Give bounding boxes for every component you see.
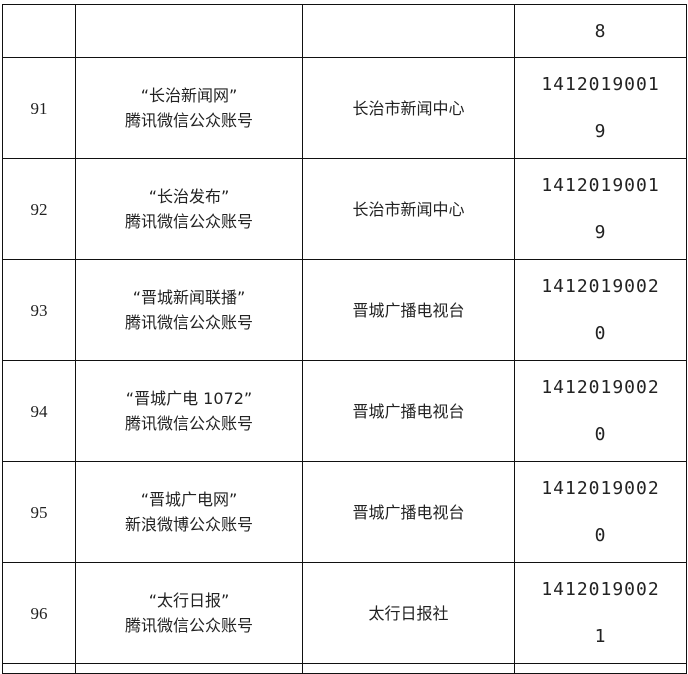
name-line2: 腾讯微信公众账号 [124, 616, 253, 635]
cell-name: “晋城广电网” 新浪微博公众账号 [75, 461, 303, 563]
cell-code: 8 [514, 4, 687, 58]
name-line1: “晋城新闻联播” [132, 288, 246, 307]
cell-code: 1412019002 0 [514, 461, 687, 563]
cell-name [75, 4, 303, 58]
table-row: 91 “长治新闻网” 腾讯微信公众账号 长治市新闻中心 1412019001 9 [2, 57, 687, 159]
accounts-table: 8 91 “长治新闻网” 腾讯微信公众账号 长治市新闻中心 1412019001… [2, 4, 687, 674]
cell-org [302, 4, 515, 58]
table-row: 96 “太行日报” 腾讯微信公众账号 太行日报社 1412019002 1 [2, 562, 687, 664]
name-line1: “晋城广电 1072” [125, 389, 253, 408]
cell-org: 晋城广播电视台 [302, 360, 515, 462]
cell-no [2, 4, 76, 58]
cell-no: 93 [2, 259, 76, 361]
cell-code: 1412019002 0 [514, 360, 687, 462]
cell-code: 1412019002 0 [514, 259, 687, 361]
code-line1: 1412019002 [541, 276, 660, 297]
table-row: 94 “晋城广电 1072” 腾讯微信公众账号 晋城广播电视台 14120190… [2, 360, 687, 462]
code-line1: 1412019002 [541, 579, 660, 600]
table-row: 92 “长治发布” 腾讯微信公众账号 长治市新闻中心 1412019001 9 [2, 158, 687, 260]
code-line1: 1412019002 [541, 478, 660, 499]
cell-name: “晋城新闻联播” 腾讯微信公众账号 [75, 259, 303, 361]
cell-org: 长治市新闻中心 [302, 158, 515, 260]
cell-org: 晋城广播电视台 [302, 461, 515, 563]
name-line2: 腾讯微信公众账号 [124, 414, 253, 433]
cell-name: “晋城广电 1072” 腾讯微信公众账号 [75, 360, 303, 462]
cell-code: 1412019002 1 [514, 562, 687, 664]
code-line2: 9 [594, 121, 607, 142]
cell-code: 1412019001 9 [514, 158, 687, 260]
name-line1: “太行日报” [148, 591, 230, 610]
code-line2: 0 [594, 323, 607, 344]
cell-name: “长治新闻网” 腾讯微信公众账号 [75, 57, 303, 159]
cell-no: 95 [2, 461, 76, 563]
code-line2: 0 [594, 525, 607, 546]
cell-no: 96 [2, 562, 76, 664]
name-line1: “长治新闻网” [140, 86, 238, 105]
cell-org: 太行日报社 [302, 562, 515, 664]
name-line2: 腾讯微信公众账号 [124, 212, 253, 231]
name-line1: “晋城广电网” [140, 490, 238, 509]
cell-code: 1412019001 9 [514, 57, 687, 159]
code-line1: 1412019001 [541, 74, 660, 95]
table-row: 93 “晋城新闻联播” 腾讯微信公众账号 晋城广播电视台 1412019002 … [2, 259, 687, 361]
cell-no: 91 [2, 57, 76, 159]
name-line2: 腾讯微信公众账号 [124, 111, 253, 130]
table-row-partial [2, 663, 687, 674]
code-line2: 0 [594, 424, 607, 445]
cell-no: 92 [2, 158, 76, 260]
cell-name: “太行日报” 腾讯微信公众账号 [75, 562, 303, 664]
name-line2: 新浪微博公众账号 [124, 515, 253, 534]
cell-name: “长治发布” 腾讯微信公众账号 [75, 158, 303, 260]
cell-no: 94 [2, 360, 76, 462]
table-row: 95 “晋城广电网” 新浪微博公众账号 晋城广播电视台 1412019002 0 [2, 461, 687, 563]
code-line2: 1 [594, 626, 607, 647]
code-line1: 1412019002 [541, 377, 660, 398]
code-line2: 9 [594, 222, 607, 243]
table-row: 8 [2, 4, 687, 58]
name-line2: 腾讯微信公众账号 [124, 313, 253, 332]
name-line1: “长治发布” [148, 187, 230, 206]
cell-org: 长治市新闻中心 [302, 57, 515, 159]
code-line1: 1412019001 [541, 175, 660, 196]
cell-org: 晋城广播电视台 [302, 259, 515, 361]
code-tail: 8 [594, 20, 607, 42]
